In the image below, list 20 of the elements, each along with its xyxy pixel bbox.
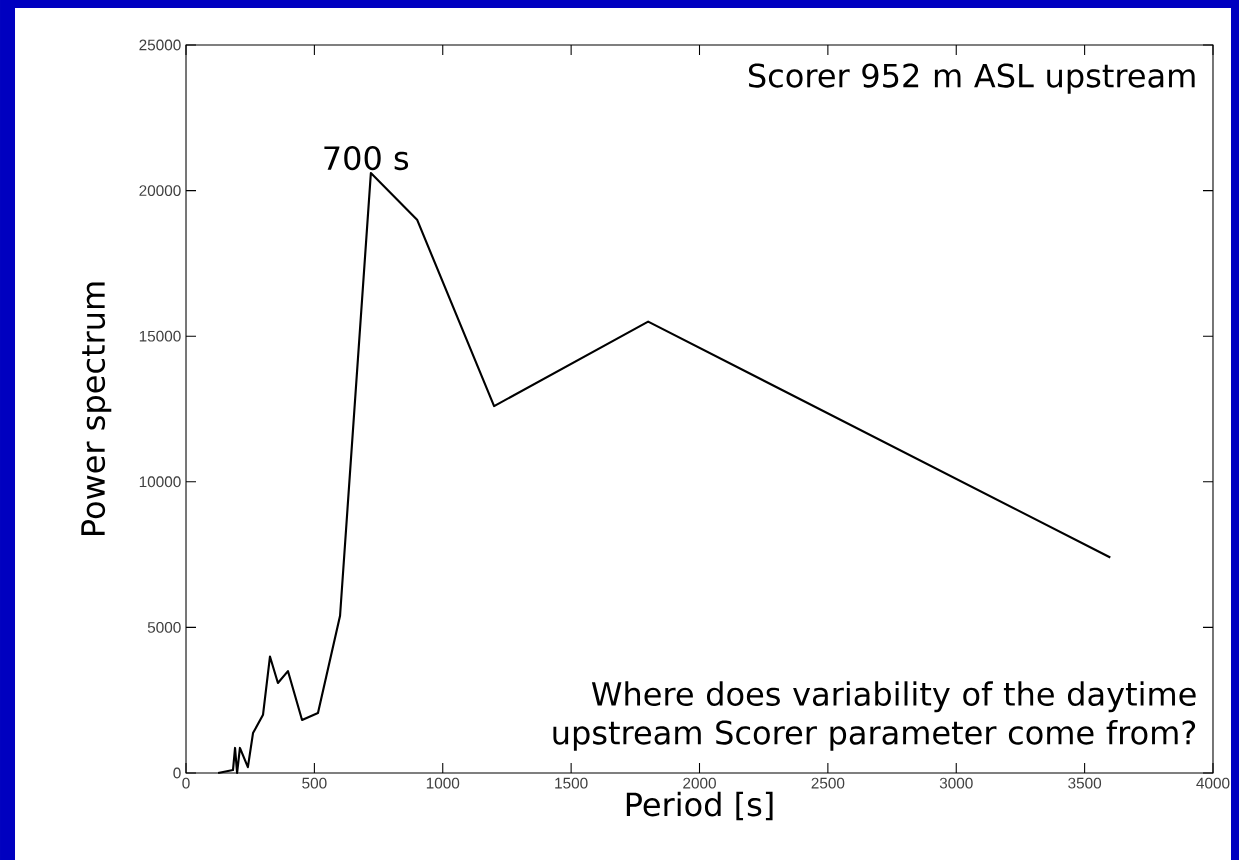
y-tick-label: 0 xyxy=(173,767,181,779)
y-tick-label: 20000 xyxy=(139,185,181,197)
x-tick-label: 4000 xyxy=(1196,777,1230,789)
y-tick-label: 15000 xyxy=(139,330,181,342)
x-tick-label: 500 xyxy=(302,777,327,789)
x-axis-title: Period [s] xyxy=(626,791,773,821)
x-tick-label: 3500 xyxy=(1068,777,1102,789)
x-tick-label: 2500 xyxy=(811,777,845,789)
y-tick-label: 25000 xyxy=(139,39,181,51)
annotation: 700 s xyxy=(324,145,409,171)
annotation: Scorer 952 m ASL upstream xyxy=(748,63,1195,94)
y-tick-label: 10000 xyxy=(139,476,181,488)
y-tick-label: 5000 xyxy=(147,621,181,633)
annotation: Where does variability of the daytime upstream Scorer parameter come from? xyxy=(553,681,1196,751)
x-tick-label: 2000 xyxy=(683,777,716,789)
x-tick-label: 1500 xyxy=(555,777,588,789)
x-tick-label: 1000 xyxy=(426,777,460,789)
x-tick-label: 0 xyxy=(182,777,190,789)
y-axis-title: Power spectrum xyxy=(81,282,112,536)
x-tick-label: 3000 xyxy=(939,777,973,789)
